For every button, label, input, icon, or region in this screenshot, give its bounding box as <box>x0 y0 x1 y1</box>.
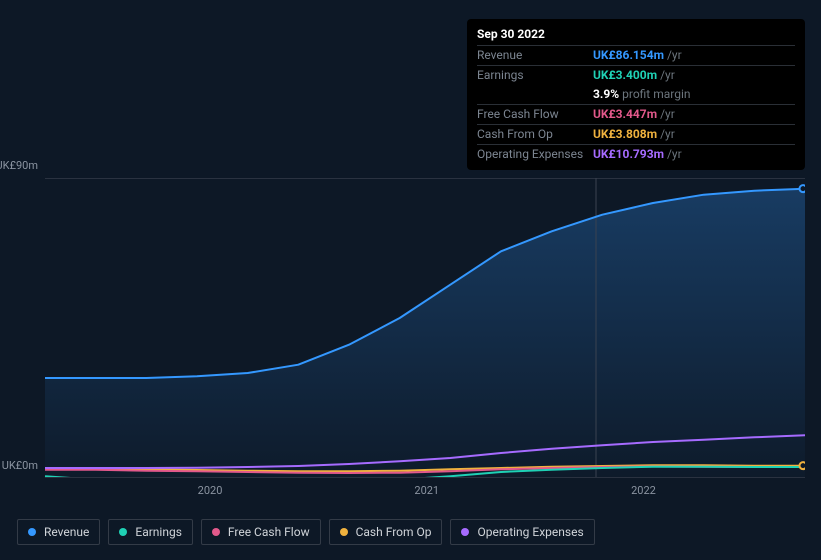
tooltip-row: RevenueUK£86.154m/yr <box>477 45 795 65</box>
legend-label: Revenue <box>44 525 89 539</box>
revenue-area <box>45 189 805 478</box>
earnings-swatch-icon <box>119 528 127 536</box>
legend-item-operating_expenses[interactable]: Operating Expenses <box>450 519 594 545</box>
x-axis-label: 2020 <box>198 484 223 497</box>
tooltip-row-value: UK£3.447m/yr <box>593 107 675 122</box>
chart-plot[interactable] <box>17 178 805 478</box>
legend-label: Free Cash Flow <box>228 525 310 539</box>
tooltip-row-label: Free Cash Flow <box>477 107 593 122</box>
revenue-end-marker-icon <box>800 185 806 192</box>
tooltip-row-value: UK£86.154m/yr <box>593 48 682 63</box>
tooltip-row-label: Revenue <box>477 48 593 63</box>
legend-item-free_cash_flow[interactable]: Free Cash Flow <box>201 519 321 545</box>
cash_from_op-end-marker-icon <box>800 462 806 469</box>
tooltip-row-label: Operating Expenses <box>477 147 593 162</box>
tooltip-rows: RevenueUK£86.154m/yrEarningsUK£3.400m/yr… <box>477 45 795 164</box>
legend-label: Cash From Op <box>356 525 432 539</box>
hover-tooltip: Sep 30 2022 RevenueUK£86.154m/yrEarnings… <box>467 19 805 170</box>
legend-label: Earnings <box>135 525 182 539</box>
tooltip-row-label <box>477 87 593 102</box>
tooltip-row-value: UK£3.808m/yr <box>593 127 675 142</box>
legend-item-earnings[interactable]: Earnings <box>108 519 193 545</box>
tooltip-row: EarningsUK£3.400m/yr <box>477 65 795 85</box>
free_cash_flow-swatch-icon <box>212 528 220 536</box>
tooltip-row-label: Earnings <box>477 68 593 83</box>
legend-label: Operating Expenses <box>477 525 583 539</box>
legend-item-revenue[interactable]: Revenue <box>17 519 100 545</box>
tooltip-row: Cash From OpUK£3.808m/yr <box>477 124 795 144</box>
tooltip-row-value: 3.9%profit margin <box>593 87 691 102</box>
tooltip-row-value: UK£10.793m/yr <box>593 147 682 162</box>
y-axis-max-label: UK£90m <box>0 159 38 172</box>
tooltip-row: 3.9%profit margin <box>477 85 795 104</box>
revenue-swatch-icon <box>28 528 36 536</box>
legend-item-cash_from_op[interactable]: Cash From Op <box>329 519 443 545</box>
cash_from_op-swatch-icon <box>340 528 348 536</box>
chart-legend: Revenue Earnings Free Cash Flow Cash From O… <box>17 519 595 545</box>
tooltip-row: Operating ExpensesUK£10.793m/yr <box>477 144 795 164</box>
x-axis-label: 2022 <box>631 484 656 497</box>
tooltip-date: Sep 30 2022 <box>477 27 795 45</box>
operating_expenses-swatch-icon <box>461 528 469 536</box>
x-axis-label: 2021 <box>414 484 439 497</box>
financials-chart[interactable]: UK£90m UK£0m <box>17 160 805 494</box>
tooltip-row-value: UK£3.400m/yr <box>593 68 675 83</box>
tooltip-row: Free Cash FlowUK£3.447m/yr <box>477 104 795 124</box>
tooltip-row-label: Cash From Op <box>477 127 593 142</box>
